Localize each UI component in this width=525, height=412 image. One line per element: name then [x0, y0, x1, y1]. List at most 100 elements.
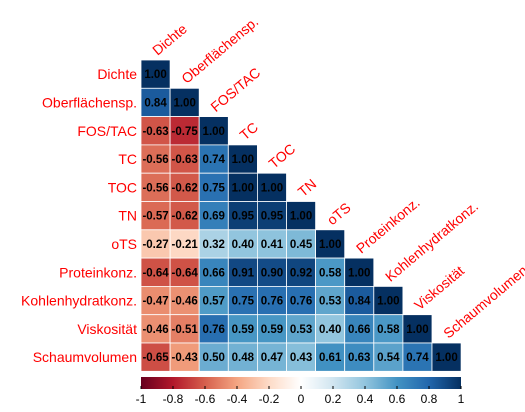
cell-value-label: -0.64	[172, 267, 199, 279]
heatmap-cell	[256, 201, 287, 231]
heatmap-cell	[227, 172, 258, 202]
cell-value-label: -0.75	[172, 126, 199, 138]
cell-value-label: -0.47	[142, 296, 168, 308]
colorbar-tick-label: 0	[298, 392, 305, 406]
heatmap-cell	[140, 201, 171, 231]
cell-value-label: 1.00	[435, 352, 457, 364]
cell-value-label: 0.53	[290, 324, 312, 336]
colorbar-tick-label: 0.6	[389, 392, 406, 406]
column-label: TN	[295, 176, 320, 200]
cell-value-label: 0.59	[261, 324, 283, 336]
colorbar-tick-label: -1	[136, 392, 147, 406]
colorbar-gradient	[141, 377, 461, 389]
heatmap-cell	[169, 201, 200, 231]
cell-value-label: 0.84	[144, 97, 167, 109]
heatmap-cell	[227, 201, 258, 231]
cell-value-label: 0.54	[377, 352, 400, 364]
heatmap-cell	[169, 144, 200, 174]
heatmap-cell	[256, 314, 287, 344]
heatmap-cell	[256, 342, 287, 372]
row-labels: Dichte Oberflächensp. FOS/TAC TC TOC TN oTS Pro…	[21, 66, 137, 365]
cell-value-label: 0.91	[232, 267, 255, 279]
colorbar-tick-label: -0.4	[227, 392, 248, 406]
row-label: Oberflächensp.	[42, 94, 137, 110]
heatmap-cell	[373, 342, 404, 372]
cell-value-label: 0.32	[203, 239, 225, 251]
cell-value-label: 1.00	[261, 182, 283, 194]
cell-value-label: -0.56	[142, 154, 168, 166]
cell-value-label: 0.69	[203, 211, 225, 223]
cell-value-label: 0.53	[319, 296, 341, 308]
cell-value-label: 0.59	[232, 324, 254, 336]
cell-value-label: 0.40	[232, 239, 254, 251]
heatmap-cell	[198, 201, 229, 231]
cell-value-label: -0.63	[142, 126, 168, 138]
colorbar-tick-label: -0.6	[195, 392, 216, 406]
heatmap-cell	[373, 314, 404, 344]
cell-value-label: 0.47	[261, 352, 283, 364]
heatmap-cell	[315, 229, 346, 259]
row-label: Schaumvolumen	[33, 349, 137, 365]
cell-value-label: 1.00	[377, 296, 399, 308]
cell-value-label: 0.58	[377, 324, 400, 336]
row-label: oTS	[111, 236, 137, 252]
cell-value-label: 0.57	[203, 296, 225, 308]
colorbar-tick-label: 1	[458, 392, 465, 406]
column-label: oTS	[324, 199, 354, 228]
row-label: Kohlenhydratkonz.	[21, 293, 137, 309]
cell-value-label: -0.43	[172, 352, 198, 364]
cell-value-label: -0.51	[172, 324, 199, 336]
colorbar-tick-label: 0.8	[421, 392, 438, 406]
heatmap-cell	[227, 342, 258, 372]
heatmap-cell	[227, 314, 258, 344]
colorbar-tick-label: 0.4	[357, 392, 374, 406]
column-label: FOS/TAC	[207, 64, 263, 115]
cell-value-label: 1.00	[406, 324, 428, 336]
heatmap-cell	[198, 257, 229, 287]
heatmap-cell	[169, 172, 200, 202]
cell-value-label: 0.58	[319, 267, 342, 279]
heatmap-cell	[198, 314, 229, 344]
cell-value-label: 0.76	[203, 324, 225, 336]
colorbar-tick-label: -0.8	[163, 392, 184, 406]
cell-value-label: 1.00	[232, 182, 254, 194]
heatmap-cell	[140, 314, 171, 344]
heatmap-cell	[140, 285, 171, 316]
heatmap-cell	[140, 59, 171, 89]
row-label: TN	[118, 208, 137, 224]
cell-value-label: 1.00	[144, 69, 166, 81]
row-label: Proteinkonz.	[59, 264, 137, 280]
cell-value-label: 0.95	[232, 211, 255, 223]
heatmap-cell	[431, 342, 462, 372]
cell-value-label: -0.64	[142, 267, 169, 279]
cell-value-label: 0.41	[261, 239, 284, 251]
cell-value-label: 0.61	[319, 352, 342, 364]
cell-value-label: 0.95	[261, 211, 284, 223]
cell-value-label: -0.46	[172, 296, 198, 308]
cell-value-label: 1.00	[290, 211, 312, 223]
heatmap-cell	[140, 257, 171, 287]
cell-value-label: -0.27	[142, 239, 168, 251]
column-label: TOC	[266, 140, 299, 171]
heatmap-cell	[227, 144, 258, 174]
heatmap-cell	[169, 229, 200, 259]
cell-value-label: -0.63	[172, 154, 198, 166]
cell-value-label: 0.75	[232, 296, 255, 308]
cell-value-label: 0.75	[203, 182, 226, 194]
cell-value-label: -0.46	[142, 324, 168, 336]
cell-value-label: 0.92	[290, 267, 312, 279]
row-label: Dichte	[97, 66, 137, 82]
cell-value-label: 0.50	[203, 352, 225, 364]
heatmap-cells: 1.00 0.84 1.00 -0.63 -0.75 1.00 -0.56 -0.63 0.74…	[140, 59, 462, 372]
heatmap-cell	[286, 201, 317, 231]
cell-value-label: 0.63	[348, 352, 370, 364]
cell-value-label: -0.57	[142, 211, 168, 223]
cell-value-label: 0.76	[290, 296, 312, 308]
cell-value-label: 0.48	[232, 352, 255, 364]
heatmap-cell	[315, 342, 346, 372]
cell-value-label: 0.74	[406, 352, 429, 364]
cell-value-label: 1.00	[203, 126, 225, 138]
cell-value-label: 0.43	[290, 352, 312, 364]
heatmap-cell	[402, 314, 433, 344]
